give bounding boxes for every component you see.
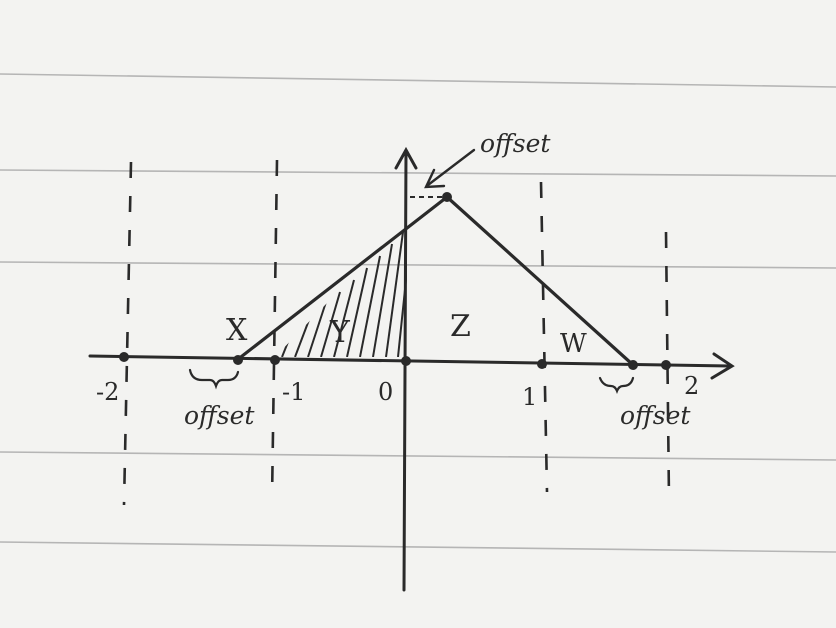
dashed-line-minus-2 — [122, 161, 133, 506]
region-label-x: X — [226, 313, 248, 348]
ruled-line — [0, 73, 836, 88]
tick-label-1: 1 — [522, 383, 537, 411]
offset-label-left: offset — [184, 401, 255, 430]
point-peak — [442, 192, 452, 202]
point-2 — [661, 360, 671, 370]
point-1 — [537, 359, 547, 369]
offset-braces — [188, 368, 635, 394]
point-origin — [401, 356, 411, 366]
point-minus-1 — [270, 355, 280, 365]
offset-labels: offset offset offset — [184, 129, 691, 430]
region-label-z: Z — [450, 309, 471, 344]
point-triangle-left — [233, 355, 243, 365]
offset-label-peak: offset — [480, 129, 551, 158]
offset-label-right: offset — [620, 401, 691, 430]
right-offset-brace — [598, 376, 635, 394]
ruled-line — [0, 541, 836, 553]
tick-labels: -2 -1 0 1 2 — [96, 372, 699, 411]
ruled-line — [0, 451, 836, 461]
tick-label-0: 0 — [378, 378, 393, 406]
y-axis — [394, 146, 418, 592]
ruled-line — [0, 261, 836, 269]
tick-label-2: 2 — [684, 372, 699, 400]
tick-label-minus-2: -2 — [96, 378, 119, 406]
dashed-line-2 — [664, 231, 671, 501]
ruled-lines — [0, 73, 836, 553]
point-minus-2 — [119, 352, 129, 362]
region-label-w: W — [560, 329, 587, 359]
region-label-y: Y — [329, 315, 351, 350]
point-triangle-right — [628, 360, 638, 370]
region-labels: X Y Z W — [226, 309, 587, 359]
offset-pointer-arrow — [424, 148, 476, 189]
tick-label-minus-1: -1 — [282, 378, 305, 406]
ruled-line — [0, 169, 836, 177]
dashed-line-1 — [539, 181, 549, 493]
axis-points — [119, 192, 671, 370]
left-offset-brace — [188, 368, 240, 390]
